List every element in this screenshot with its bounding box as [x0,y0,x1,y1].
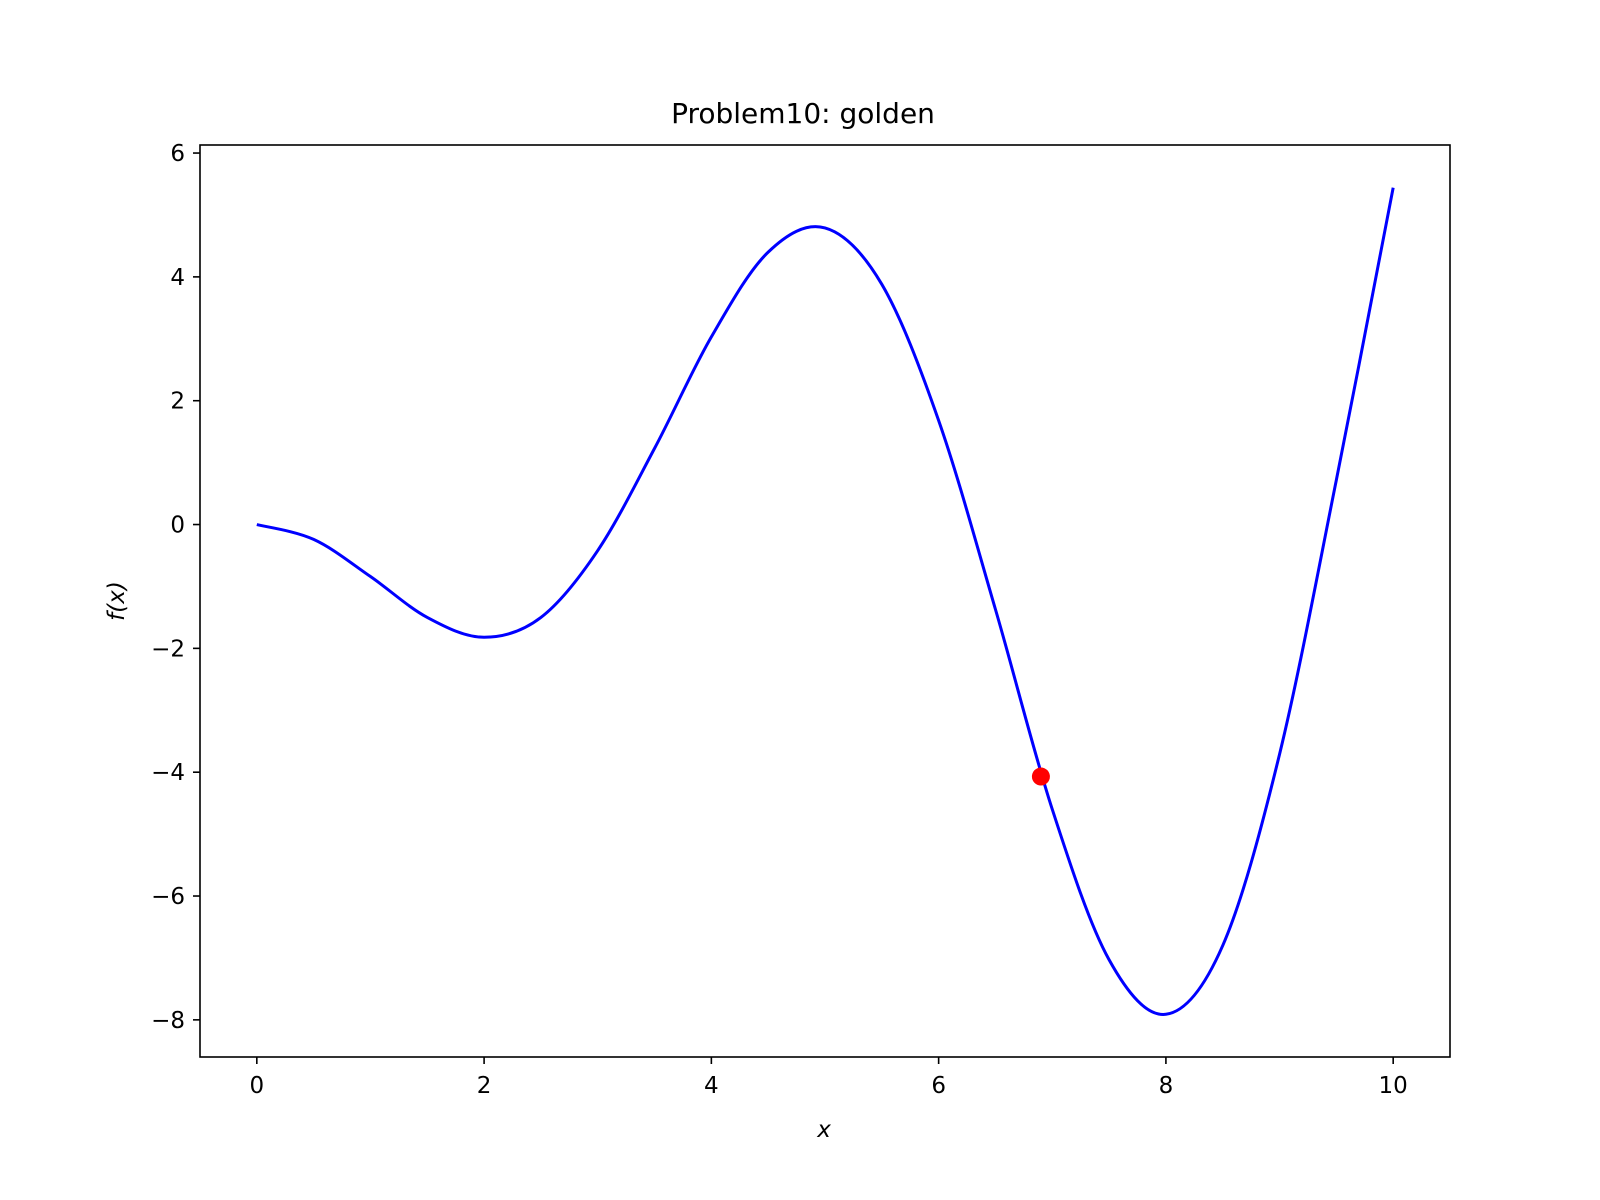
plot-frame [199,144,1451,1058]
chart-title: Problem10: golden [671,97,935,130]
x-tick-label: 6 [931,1073,946,1099]
y-tick-label: −2 [151,636,185,662]
x-axis-ticks: 0 2 4 6 8 10 [249,1057,1408,1099]
y-tick-label: 0 [170,513,185,539]
x-tick-label: 0 [249,1073,264,1099]
y-axis-label: f(x) [104,581,130,621]
x-tick-label: 2 [477,1073,492,1099]
x-axis-label: x [816,1117,831,1143]
y-tick-label: −8 [151,1008,185,1034]
x-tick-label: 4 [704,1073,719,1099]
highlight-point-1 [1031,767,1050,786]
y-tick-label: −4 [151,760,185,786]
y-tick-label: 2 [170,389,185,415]
points-layer [1031,767,1050,786]
x-tick-label: 10 [1379,1073,1408,1099]
y-tick-label: 6 [170,141,185,167]
y-tick-label: 4 [170,265,185,291]
x-tick-label: 8 [1159,1073,1174,1099]
y-tick-label: −6 [151,884,185,910]
y-axis-ticks: 6 4 2 0 −2 −4 −6 −8 [151,141,200,1034]
series-layer [256,187,1395,1016]
series-line-1 [256,187,1395,1016]
